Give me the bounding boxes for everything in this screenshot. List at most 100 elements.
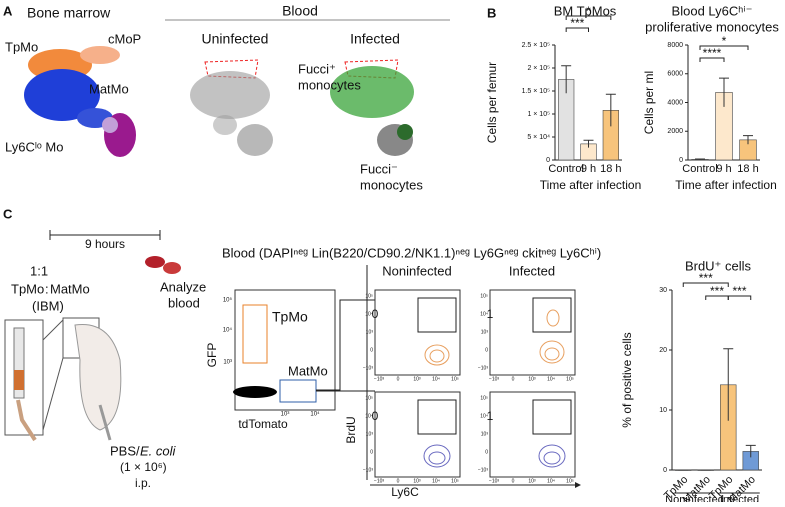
y-tick-label: 4000: [667, 99, 683, 106]
panel-label: B: [487, 5, 496, 20]
panel-title: Blood: [282, 3, 318, 19]
tick-label: 10³: [366, 329, 374, 335]
tick-label: 0: [370, 347, 373, 353]
x-tick-label: 18 h: [600, 163, 621, 175]
significance-bracket: [699, 57, 725, 62]
label: Fucci⁺: [298, 61, 336, 76]
label: Fucci⁻: [360, 161, 398, 176]
label: 0: [372, 307, 379, 321]
error-bar: [605, 93, 616, 127]
y-tick-label: 0: [679, 157, 683, 164]
y-tick-label: 2 × 10⁵: [527, 65, 550, 72]
chart-title: BrdU⁺ cells: [685, 258, 752, 273]
tick-label: 10⁵: [566, 478, 574, 484]
axis-label: % of positive cells: [620, 332, 634, 427]
label: Ly6Cˡᵒ Mo: [5, 139, 64, 154]
label: MatMo: [89, 81, 129, 96]
chart-title: BM TpMos: [554, 3, 617, 18]
tick-label: −10³: [478, 467, 488, 473]
axis-label: BrdU: [344, 416, 358, 443]
tick-label: 10³: [366, 431, 374, 437]
axis-label: Cells per ml: [642, 71, 656, 134]
y-tick-label: 20: [659, 347, 667, 354]
tick-label: −10³: [363, 365, 373, 371]
tick-label: 10⁴: [365, 311, 373, 317]
label: 18.8: [487, 307, 785, 321]
significance: ***: [732, 284, 746, 298]
tick-label: 10³: [281, 412, 290, 418]
tick-label: 0: [485, 347, 488, 353]
significance: ****: [703, 46, 722, 60]
tick-label: 10⁵: [365, 395, 373, 401]
y-tick-label: 1 × 10⁵: [527, 111, 550, 118]
tick-label: −10³: [374, 478, 384, 484]
x-tick-label: Control: [682, 163, 717, 175]
error-bar: [723, 348, 734, 421]
gating-plot: [233, 289, 375, 411]
flow-plots: [366, 265, 581, 488]
group-label: Noninfected: [665, 494, 724, 502]
tick-label: 10⁴: [432, 376, 440, 382]
axis-label: Ly6C: [391, 485, 419, 499]
error-bar: [583, 139, 594, 148]
tick-label: 10³: [413, 478, 421, 484]
umap-bone-marrow: [24, 46, 136, 157]
panel-title: Blood (DAPIⁿᵉᵍ Lin(B220/CD90.2/NK1.1)ⁿᵉᵍ…: [222, 245, 601, 260]
tick-label: 10⁴: [480, 413, 488, 419]
label: 9 hours: [85, 237, 125, 251]
tick-label: 0: [370, 449, 373, 455]
tick-label: −10³: [374, 376, 384, 382]
axis-label: GFP: [205, 343, 219, 368]
tick-label: 0: [397, 376, 400, 382]
axis-label: tdTomato: [238, 417, 288, 431]
significance-bracket: [565, 15, 612, 20]
y-tick-label: 30: [659, 287, 667, 294]
tick-label: 10⁴: [223, 327, 233, 334]
label: Analyze: [160, 279, 206, 294]
tick-label: 10⁴: [365, 413, 373, 419]
significance: ***: [699, 271, 713, 285]
y-tick-label: 1.5 × 10⁵: [522, 88, 550, 95]
significance-bracket: [565, 27, 589, 32]
tick-label: 10⁴: [547, 376, 555, 382]
y-tick-label: 0: [663, 467, 667, 474]
x-tick-label: Control: [548, 163, 583, 175]
label: Noninfected: [382, 263, 451, 278]
chart-title: proliferative monocytes: [645, 19, 779, 34]
y-tick-label: 2000: [667, 128, 683, 135]
tick-label: 10⁵: [451, 478, 459, 484]
tick-label: 10⁵: [480, 395, 488, 401]
significance-bracket: [682, 282, 729, 287]
tick-label: 10⁵: [480, 293, 488, 299]
y-tick-label: 10: [659, 407, 667, 414]
label: (1 × 10⁶): [120, 460, 167, 474]
tick-label: 0: [397, 478, 400, 484]
y-tick-label: 6000: [667, 71, 683, 78]
label: Infected: [509, 263, 555, 278]
tick-label: 10⁴: [310, 411, 320, 418]
label: i.p.: [135, 476, 151, 490]
tick-label: −10³: [363, 467, 373, 473]
tick-label: 10³: [528, 376, 536, 382]
y-tick-label: 2.5 × 10⁵: [522, 42, 550, 49]
error-bar: [745, 444, 756, 458]
tick-label: 10³: [481, 329, 489, 335]
tick-label: −10³: [478, 365, 488, 371]
label: 0: [372, 409, 379, 423]
x-tick-label: 18 h: [737, 163, 758, 175]
panel-label: A: [3, 3, 13, 18]
error-bar: [561, 65, 572, 94]
significance: ***: [710, 284, 724, 298]
umap-blood: [190, 59, 414, 156]
tick-label: 10⁴: [480, 311, 488, 317]
tick-label: 10⁵: [365, 293, 373, 299]
error-bar: [719, 77, 729, 107]
significance: ***: [570, 16, 584, 30]
label: 1:1: [30, 263, 48, 278]
chart-title: Blood Ly6Cʰⁱ⁻: [672, 3, 753, 18]
label: TpMo: [272, 309, 308, 325]
tick-label: 10⁵: [451, 376, 459, 382]
tick-label: −10³: [489, 376, 499, 382]
schematic: [4, 230, 181, 442]
